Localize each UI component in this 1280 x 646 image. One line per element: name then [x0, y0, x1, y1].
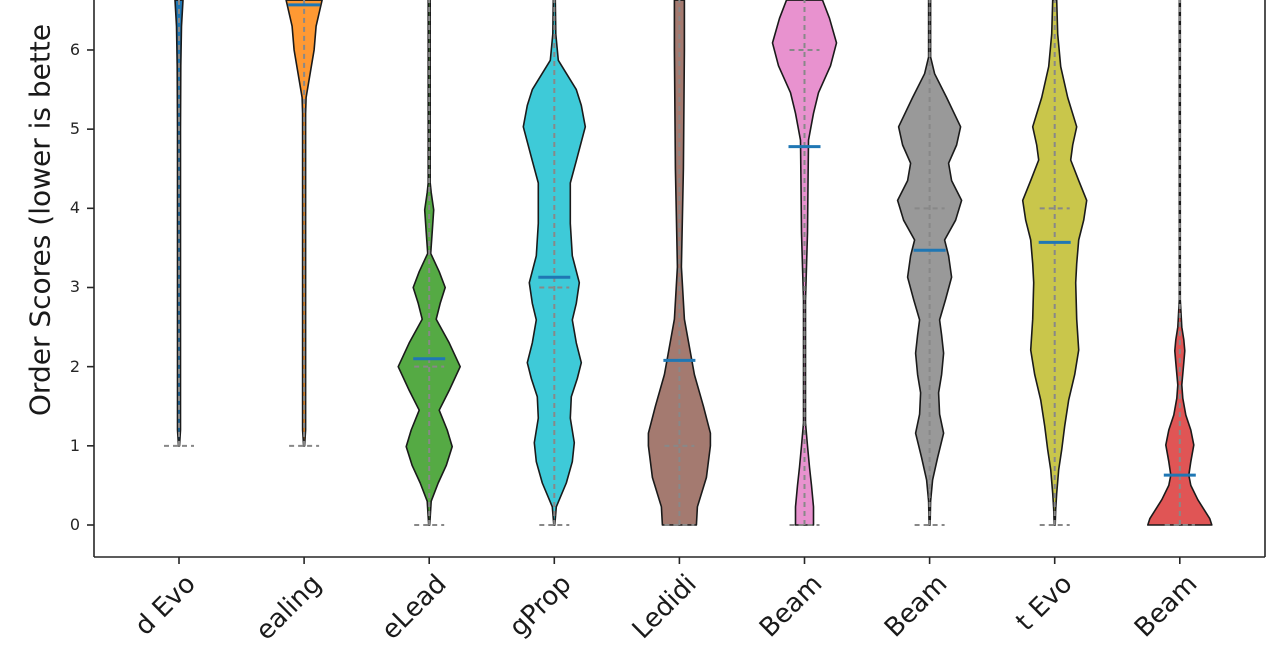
violin-1 [164, 0, 194, 447]
y-tick-label: 0 [69, 515, 80, 534]
y-tick-label: 1 [69, 435, 80, 455]
violin-body [285, 0, 323, 447]
violin-6 [771, 0, 838, 526]
violins-group [164, 0, 1213, 526]
y-tick-label: 6 [69, 39, 80, 59]
y-tick-label: 3 [69, 277, 80, 297]
violin-9 [1147, 0, 1213, 526]
axes-group [87, 0, 1266, 564]
y-tick-label: 5 [69, 119, 80, 139]
violin-7 [896, 0, 963, 526]
violin-3 [397, 0, 461, 526]
violin-body [174, 0, 184, 447]
violin-8 [1021, 0, 1088, 526]
y-tick-label: 2 [69, 356, 80, 376]
violin-2 [285, 0, 323, 447]
violin-4 [522, 0, 587, 526]
y-tick-label: 4 [69, 198, 80, 218]
violin-5 [647, 0, 712, 526]
